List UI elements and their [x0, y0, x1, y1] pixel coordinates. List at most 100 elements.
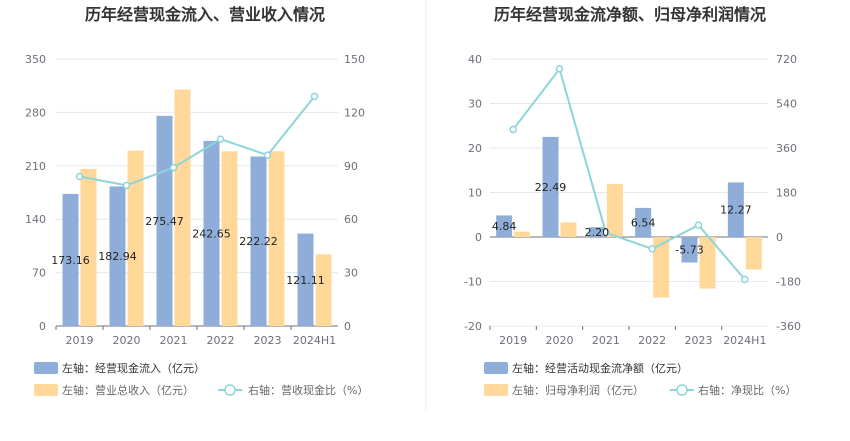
chart1-data-label: 242.65	[192, 227, 231, 240]
chart2-right-tick-label: 540	[776, 98, 797, 111]
chart1-data-label: 275.47	[145, 215, 184, 228]
chart2-bar-series0	[681, 237, 698, 263]
chart2-left-tick-label: 10	[468, 187, 482, 200]
chart1-legend-label-2: 右轴：营收现金比（%）	[248, 383, 368, 397]
chart1-bar-series1	[80, 168, 97, 326]
chart2-bar-series0	[588, 227, 605, 237]
chart2-ratio-point	[509, 125, 517, 134]
chart2-left-tick-label: 40	[468, 53, 482, 66]
chart1-legend-swatch-1	[34, 384, 58, 396]
chart1-legend-swatch-0	[34, 362, 58, 374]
chart2-left-tick-label: -10	[464, 276, 482, 289]
chart2-category-label: 2020	[546, 334, 574, 347]
chart2-right-tick-label: -180	[776, 276, 801, 289]
chart1-left-tick-label: 350	[25, 53, 46, 66]
chart1-bar-series1	[268, 151, 285, 326]
chart1-left-tick-label: 70	[32, 267, 46, 280]
chart2-left-tick-label: -20	[464, 320, 482, 333]
chart1-bar-series0	[203, 140, 220, 326]
chart2-category-label: 2024H1	[723, 334, 766, 347]
chart2-legend-swatch-0	[484, 362, 508, 374]
chart1-right-tick-label: 150	[344, 53, 365, 66]
chart2-bar-series0	[727, 182, 744, 237]
chart1-bar-series0	[62, 193, 79, 326]
chart1-ratio-point	[75, 172, 84, 181]
chart2-category-label: 2021	[592, 334, 620, 347]
chart2-ratio-line	[512, 66, 746, 281]
chart2-left-tick-label: 0	[475, 231, 482, 244]
chart2-ratio-point	[602, 228, 610, 237]
chart2-category-label: 2023	[685, 334, 713, 347]
chart2-title: 历年经营现金流净额、归母净利润情况	[494, 5, 766, 24]
chart2-legend-label-1: 左轴：归母净利润（亿元）	[512, 383, 644, 397]
chart2-left-tick-label: 30	[468, 98, 482, 111]
chart2-bar-series0	[496, 215, 513, 237]
chart1-left-tick-label: 280	[25, 106, 46, 119]
chart1-ratio-point	[216, 135, 225, 143]
chart2-data-label: 2.20	[585, 226, 610, 239]
chart2-legend-marker-2	[676, 384, 688, 396]
chart2-bar-series1	[653, 237, 670, 298]
chart1-data-label: 182.94	[98, 250, 137, 263]
chart1-category-label: 2020	[113, 334, 141, 347]
chart2-data-label: 6.54	[631, 216, 656, 229]
chart1-right-tick-label: 30	[344, 267, 358, 280]
chart1-data-label: 173.16	[51, 254, 90, 267]
chart2-bar-series1	[560, 222, 577, 237]
chart1-ratio-point	[310, 92, 319, 101]
chart1-legend-label-1: 左轴：营业总收入（亿元）	[62, 383, 194, 397]
chart1-bar-series0	[297, 233, 314, 326]
chart2-ratio-point	[694, 221, 703, 229]
chart2-category-label: 2019	[499, 334, 527, 347]
chart1-bar-series1	[174, 89, 191, 326]
chart2-bar-series1	[699, 237, 716, 289]
chart2-ratio-point	[648, 245, 656, 253]
chart2-legend-label-2: 右轴：净现比（%）	[698, 383, 796, 397]
chart2-data-label: 22.49	[535, 181, 567, 194]
chart2-right-tick-label: 720	[776, 53, 797, 66]
chart1-left-tick-label: 140	[25, 213, 46, 226]
chart1-right-tick-label: 90	[344, 160, 358, 173]
chart2-bar-series1	[514, 231, 531, 237]
chart1-category-label: 2024H1	[293, 334, 336, 347]
chart2-legend-label-0: 左轴：经营活动现金流净额（亿元）	[512, 361, 688, 375]
chart2-ratio-point	[741, 275, 749, 284]
chart1-bar-series1	[221, 151, 238, 326]
chart1-right-tick-label: 120	[344, 106, 365, 119]
chart1-ratio-line	[79, 95, 316, 187]
chart2-bar-series0	[542, 136, 559, 237]
chart1-category-label: 2021	[160, 334, 188, 347]
chart1-data-label: 121.11	[286, 274, 325, 287]
chart2-data-label: -5.73	[675, 244, 703, 257]
chart1-bar-series1	[315, 254, 332, 326]
chart1-right-tick-label: 0	[344, 320, 351, 333]
chart1-left-tick-label: 0	[39, 320, 46, 333]
chart2-legend-swatch-1	[484, 384, 508, 396]
chart2-bar-series1	[606, 184, 623, 237]
chart1-title: 历年经营现金流入、营业收入情况	[85, 5, 325, 24]
chart2-category-label: 2022	[638, 334, 666, 347]
chart1-category-label: 2023	[254, 334, 282, 347]
chart1-bar-series0	[250, 156, 267, 326]
chart2-bar-series1	[745, 237, 762, 270]
chart2-right-tick-label: 0	[776, 231, 783, 244]
chart1-category-label: 2022	[207, 334, 235, 347]
chart1-ratio-point	[122, 181, 131, 190]
chart2-left-tick-label: 20	[468, 142, 482, 155]
chart2-bar-series0	[635, 207, 652, 237]
chart1-legend-marker-2	[224, 384, 236, 396]
chart2-right-tick-label: 360	[776, 142, 797, 155]
chart2-data-label: 12.27	[720, 204, 752, 217]
chart1-bar-series0	[109, 186, 126, 326]
chart1-data-label: 222.22	[239, 235, 278, 248]
chart1-category-label: 2019	[66, 334, 94, 347]
chart2-ratio-point	[555, 65, 564, 73]
chart2-data-label: 4.84	[492, 220, 517, 233]
chart1-ratio-point	[263, 151, 272, 159]
chart2-right-tick-label: 180	[776, 187, 797, 200]
chart1-bar-series1	[127, 150, 144, 326]
chart2-right-tick-label: -360	[776, 320, 801, 333]
chart1-bar-series0	[156, 115, 173, 326]
